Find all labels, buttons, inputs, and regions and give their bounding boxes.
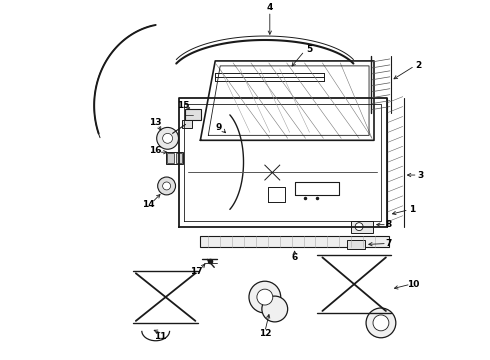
Text: 9: 9 [215, 123, 221, 132]
Circle shape [158, 177, 175, 195]
Text: 17: 17 [190, 267, 203, 276]
Text: 5: 5 [306, 45, 313, 54]
Circle shape [157, 127, 178, 149]
Text: 15: 15 [177, 101, 190, 110]
Text: 4: 4 [267, 3, 273, 12]
Bar [351, 221, 373, 233]
Circle shape [163, 182, 171, 190]
Circle shape [249, 281, 281, 313]
Bar [166, 152, 183, 164]
Circle shape [262, 296, 288, 322]
Text: 11: 11 [154, 332, 167, 341]
Text: 6: 6 [292, 253, 298, 262]
Bar [175, 153, 182, 163]
Circle shape [366, 308, 396, 338]
Bar [347, 239, 365, 249]
Text: 2: 2 [416, 62, 422, 71]
Text: 14: 14 [143, 200, 155, 209]
Circle shape [163, 133, 172, 143]
Text: 1: 1 [409, 205, 415, 214]
Text: 3: 3 [417, 171, 424, 180]
Circle shape [257, 289, 273, 305]
Bar [200, 235, 389, 247]
Bar [185, 109, 201, 121]
Text: 10: 10 [408, 280, 420, 289]
Text: 13: 13 [149, 118, 162, 127]
Circle shape [373, 315, 389, 331]
Text: 12: 12 [259, 329, 271, 338]
Text: 8: 8 [386, 220, 392, 229]
Bar [167, 153, 173, 163]
Text: 16: 16 [149, 146, 162, 155]
Text: 7: 7 [386, 239, 392, 248]
Bar [182, 121, 193, 129]
Circle shape [355, 223, 363, 231]
